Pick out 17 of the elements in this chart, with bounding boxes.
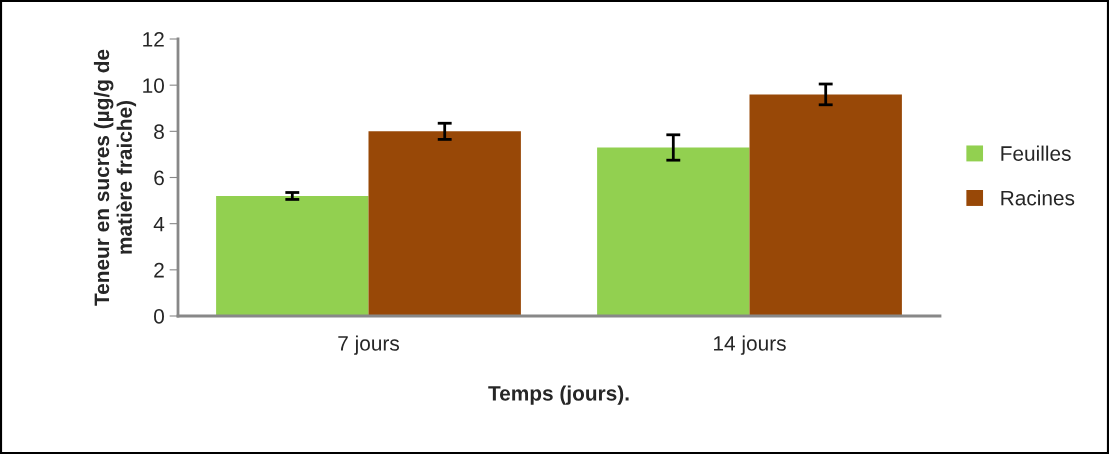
y-tick-label: 6 <box>154 170 164 186</box>
y-tick-label: 2 <box>154 262 164 278</box>
legend-label: Racines <box>1001 190 1075 206</box>
bar <box>597 147 750 316</box>
y-tick-label: 0 <box>154 309 164 324</box>
y-tick-label: 4 <box>153 216 165 232</box>
y-tick-label: 12 <box>143 32 164 47</box>
x-axis-title: Temps (jours). <box>488 385 629 405</box>
legend-label: Feuilles <box>1001 145 1071 161</box>
bar <box>749 94 902 316</box>
bar <box>216 195 369 316</box>
x-tick-label: 7 jours <box>338 335 400 355</box>
y-axis-title: Teneur en sucres (µg/g de matière fraiche) <box>93 49 137 306</box>
y-tick-label: 8 <box>154 124 164 140</box>
y-tick-label: 10 <box>143 78 164 93</box>
x-tick-label: 14 jours <box>714 335 786 355</box>
bar <box>368 131 521 316</box>
